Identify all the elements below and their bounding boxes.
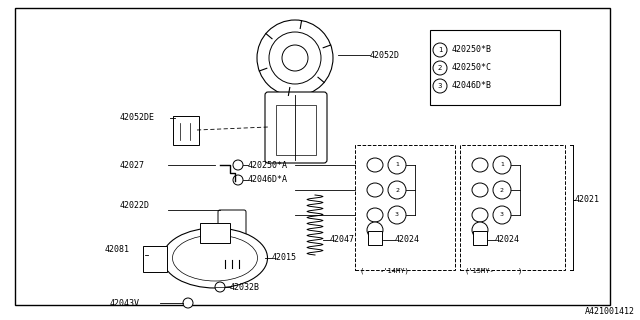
Bar [460, 145, 565, 270]
Text: 42015: 42015 [272, 253, 297, 262]
Circle shape [233, 175, 243, 185]
Text: 42052D: 42052D [370, 51, 400, 60]
Ellipse shape [472, 183, 488, 197]
Text: 3: 3 [500, 212, 504, 218]
Circle shape [493, 156, 511, 174]
Text: 3: 3 [438, 83, 442, 89]
Ellipse shape [173, 235, 257, 281]
Circle shape [257, 20, 333, 96]
Text: 42024: 42024 [495, 236, 520, 244]
Bar [276, 105, 316, 155]
Circle shape [282, 45, 308, 71]
Text: 1: 1 [395, 163, 399, 167]
Text: 42043V: 42043V [110, 299, 140, 308]
Text: 42024: 42024 [395, 236, 420, 244]
Text: 42047: 42047 [330, 236, 355, 244]
Circle shape [472, 222, 488, 238]
Text: 420250*B: 420250*B [452, 45, 492, 54]
Text: ('15MY-: ('15MY- [465, 267, 495, 274]
Text: 42052DE: 42052DE [120, 114, 155, 123]
Text: 2: 2 [395, 188, 399, 193]
FancyBboxPatch shape [143, 246, 167, 272]
Text: 1: 1 [500, 163, 504, 167]
Circle shape [433, 43, 447, 57]
Circle shape [269, 32, 321, 84]
Circle shape [367, 222, 383, 238]
Text: 420250*A: 420250*A [248, 161, 288, 170]
Text: 42022D: 42022D [120, 201, 150, 210]
Ellipse shape [472, 158, 488, 172]
Circle shape [388, 181, 406, 199]
Bar [473, 231, 487, 245]
Bar [355, 145, 455, 270]
Circle shape [183, 298, 193, 308]
Circle shape [222, 242, 242, 262]
Text: 2: 2 [500, 188, 504, 193]
Text: 42046D*A: 42046D*A [248, 175, 288, 185]
Text: 420250*C: 420250*C [452, 63, 492, 73]
Text: 42081: 42081 [105, 245, 130, 254]
Ellipse shape [367, 183, 383, 197]
Text: 42027: 42027 [120, 161, 145, 170]
Circle shape [388, 206, 406, 224]
Text: (: ( [360, 267, 369, 274]
Text: ): ) [518, 267, 522, 274]
Bar [368, 231, 382, 245]
Bar [200, 223, 230, 243]
Text: A421001412: A421001412 [585, 308, 635, 316]
Circle shape [433, 61, 447, 75]
Bar [430, 30, 560, 105]
Circle shape [388, 156, 406, 174]
Circle shape [433, 79, 447, 93]
Circle shape [233, 160, 243, 170]
Circle shape [493, 206, 511, 224]
Circle shape [493, 181, 511, 199]
Text: 42021: 42021 [575, 196, 600, 204]
Ellipse shape [472, 208, 488, 222]
Text: -'14MY): -'14MY) [380, 267, 410, 274]
Text: 3: 3 [395, 212, 399, 218]
Ellipse shape [367, 208, 383, 222]
FancyBboxPatch shape [218, 210, 246, 252]
FancyBboxPatch shape [265, 92, 327, 163]
FancyBboxPatch shape [173, 116, 199, 145]
Text: 42046D*B: 42046D*B [452, 82, 492, 91]
Text: 2: 2 [438, 65, 442, 71]
Ellipse shape [367, 158, 383, 172]
Ellipse shape [163, 228, 268, 288]
Circle shape [215, 282, 225, 292]
Text: 1: 1 [438, 47, 442, 53]
Text: 42032B: 42032B [230, 283, 260, 292]
